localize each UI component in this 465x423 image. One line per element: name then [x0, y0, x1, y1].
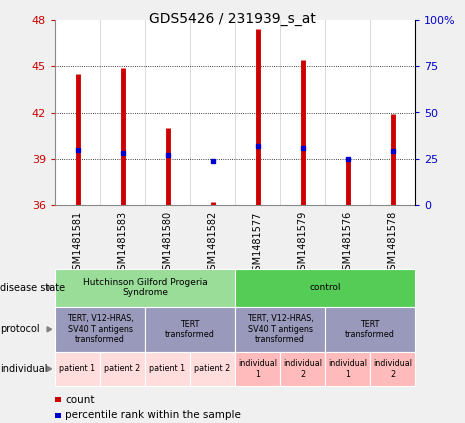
- Text: TERT
transformed: TERT transformed: [345, 320, 395, 339]
- Text: disease state: disease state: [0, 283, 66, 293]
- Text: individual
2: individual 2: [373, 359, 412, 379]
- Text: protocol: protocol: [0, 324, 40, 334]
- Text: TERT, V12-HRAS,
SV40 T antigens
transformed: TERT, V12-HRAS, SV40 T antigens transfor…: [246, 314, 313, 344]
- Text: individual
1: individual 1: [328, 359, 367, 379]
- Text: patient 2: patient 2: [104, 364, 140, 374]
- Text: control: control: [309, 283, 341, 292]
- Text: Hutchinson Gilford Progeria
Syndrome: Hutchinson Gilford Progeria Syndrome: [83, 278, 207, 297]
- Text: individual
1: individual 1: [238, 359, 277, 379]
- Text: patient 1: patient 1: [149, 364, 186, 374]
- Text: percentile rank within the sample: percentile rank within the sample: [65, 410, 241, 420]
- Text: patient 1: patient 1: [60, 364, 96, 374]
- Text: count: count: [65, 395, 95, 405]
- Text: individual
2: individual 2: [283, 359, 322, 379]
- Text: patient 2: patient 2: [194, 364, 231, 374]
- Text: TERT
transformed: TERT transformed: [165, 320, 215, 339]
- Text: GDS5426 / 231939_s_at: GDS5426 / 231939_s_at: [149, 12, 316, 26]
- Text: TERT, V12-HRAS,
SV40 T antigens
transformed: TERT, V12-HRAS, SV40 T antigens transfor…: [66, 314, 133, 344]
- Text: individual: individual: [0, 364, 48, 374]
